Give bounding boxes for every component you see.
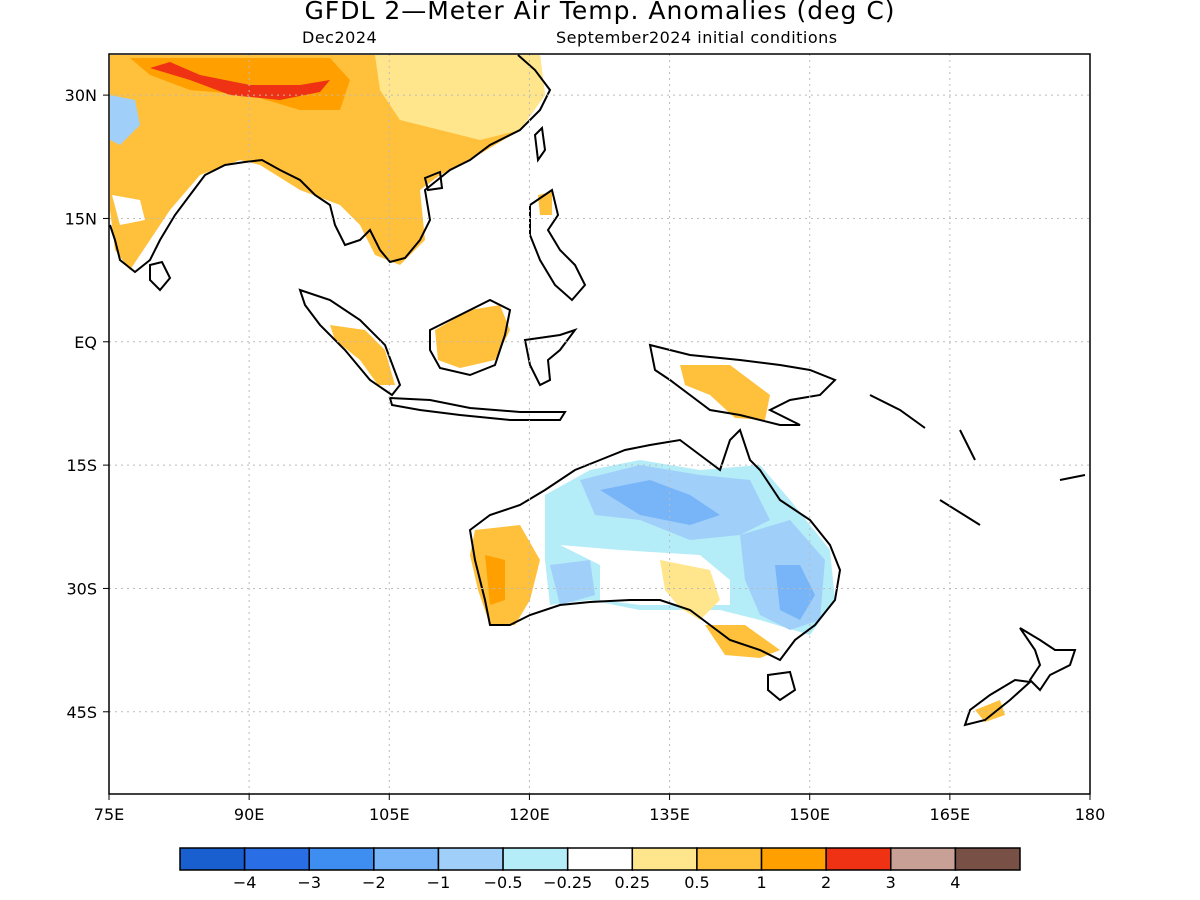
australia-strong-west xyxy=(485,555,505,605)
india-cool-area xyxy=(110,95,140,145)
legend-label: 0.5 xyxy=(684,873,709,892)
legend-swatch xyxy=(696,847,763,871)
borneo-coastline xyxy=(429,298,512,377)
lon-tick-label: 90E xyxy=(234,805,264,824)
legend-swatch xyxy=(502,847,569,871)
legend-label: −2 xyxy=(362,873,386,892)
map-title: GFDL 2—Meter Air Temp. Anomalies (deg C) xyxy=(304,0,896,25)
legend-swatch xyxy=(566,847,634,871)
legend-label: −0.25 xyxy=(543,873,592,892)
newzealand-north-coastline xyxy=(1019,627,1077,692)
sumatra-anomaly-area xyxy=(330,325,395,385)
legend-label: −3 xyxy=(297,873,321,892)
color-legend: −4 −3 −2 −1 −0.5 −0.25 0.25 0.5 1 2 3 4 xyxy=(179,847,1021,892)
lon-tick-label: 165E xyxy=(930,805,971,824)
legend-swatch xyxy=(243,847,310,871)
legend-swatch xyxy=(954,847,1021,871)
lat-tick-label: EQ xyxy=(74,333,97,352)
lon-tick-label: 105E xyxy=(369,805,410,824)
legend-label: −1 xyxy=(427,873,451,892)
lat-tick-label: 45S xyxy=(66,703,97,722)
australia-warm-south xyxy=(660,560,720,620)
hainan-coastline xyxy=(423,170,444,192)
legend-label: 0.25 xyxy=(614,873,650,892)
india-neutral-area xyxy=(112,195,145,225)
legend-label: 4 xyxy=(950,873,960,892)
lat-tick-label: 15S xyxy=(66,456,97,475)
borneo-anomaly-area xyxy=(435,305,510,368)
valid-month-label: Dec2024 xyxy=(302,28,378,47)
tasmania-coastline xyxy=(767,670,797,702)
australia-coastline xyxy=(468,428,842,662)
australia-cold-east xyxy=(775,565,815,620)
newzealand-south-coastline xyxy=(963,678,1033,727)
lat-tick-label: 30S xyxy=(66,579,97,598)
australia-cold-core xyxy=(600,480,720,525)
legend-swatch xyxy=(760,847,827,871)
grid-lines xyxy=(109,54,1090,794)
solomon-islands-coastline xyxy=(869,394,1086,526)
legend-swatch xyxy=(373,847,440,871)
lat-tick-label: 30N xyxy=(65,86,97,105)
legend-swatch xyxy=(179,847,246,871)
legend-swatch xyxy=(437,847,504,871)
sulawesi-coastline xyxy=(523,328,578,387)
lon-tick-label: 120E xyxy=(509,805,550,824)
legend-swatch xyxy=(825,847,892,871)
axis-tick-labels: 30N 15N EQ 15S 30S 45S 75E 90E 105E 120E 135E 150E 1… xyxy=(65,86,1106,824)
newguinea-anomaly-area xyxy=(680,365,770,420)
lon-tick-label: 150E xyxy=(789,805,830,824)
asia-coastline xyxy=(109,54,552,274)
init-conditions-label: September2024 initial conditions xyxy=(556,28,838,47)
coastlines xyxy=(109,54,1086,727)
tibet-hot-area xyxy=(150,62,330,100)
legend-swatch xyxy=(308,847,375,871)
legend-label: 3 xyxy=(886,873,896,892)
taiwan-coastline xyxy=(533,125,547,163)
sri-lanka-coastline xyxy=(149,260,172,292)
sumatra-coastline xyxy=(298,288,402,397)
java-coastline xyxy=(388,396,567,421)
asia-weak-warm-area xyxy=(375,55,545,140)
legend-label: −4 xyxy=(233,873,257,892)
newzealand-anomaly-area xyxy=(975,700,1005,722)
legend-label: −0.5 xyxy=(484,873,523,892)
legend-label: 1 xyxy=(756,873,766,892)
legend-swatch xyxy=(631,847,698,871)
lon-tick-label: 135E xyxy=(649,805,690,824)
legend-swatch xyxy=(890,847,957,871)
lon-tick-label: 180 xyxy=(1075,805,1106,824)
anomaly-shading xyxy=(110,55,1005,722)
plot-frame xyxy=(108,53,1091,795)
philippines-coastline xyxy=(529,188,587,302)
lat-tick-label: 15N xyxy=(65,209,97,228)
australia-cool-sw xyxy=(550,560,595,605)
newguinea-coastline xyxy=(648,343,837,426)
lon-tick-label: 75E xyxy=(94,805,124,824)
legend-label: 2 xyxy=(821,873,831,892)
